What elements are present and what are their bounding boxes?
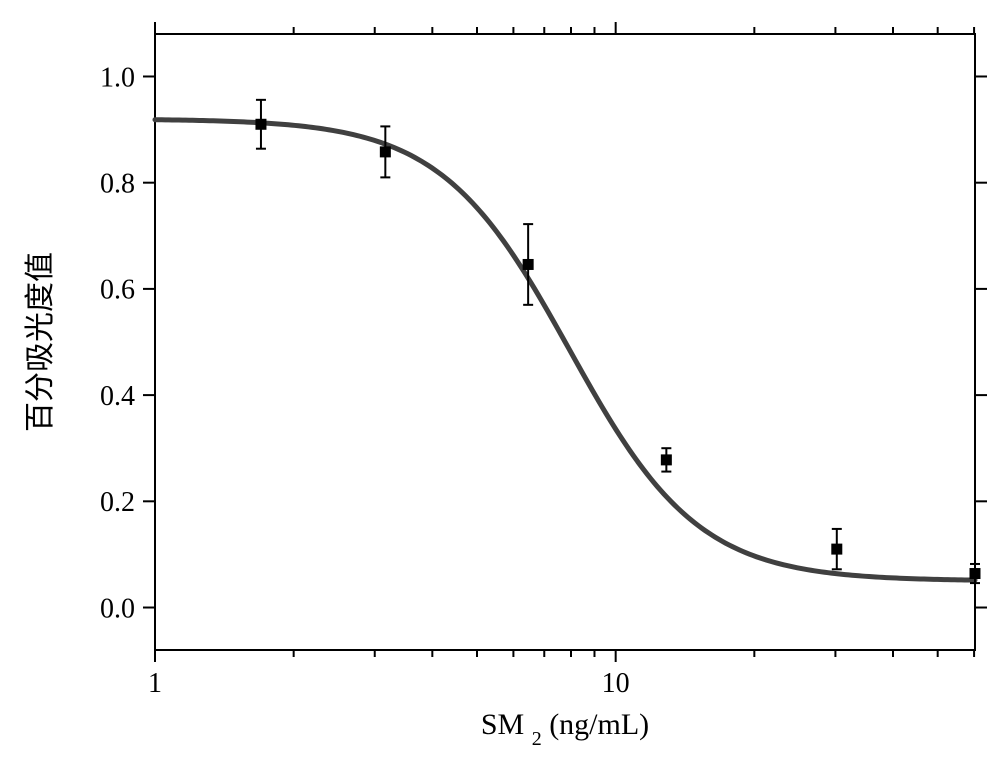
y-tick-label: 0.0 (100, 593, 135, 624)
y-tick-label: 1.0 (100, 62, 135, 93)
data-marker (256, 119, 266, 129)
data-marker (970, 569, 980, 579)
y-tick-label: 0.4 (100, 381, 135, 412)
chart-svg: 1 10 0.0 0.2 0.4 0.6 0.8 1.0 百分吸光度值 SM 2 (ng/mL) (0, 0, 1000, 762)
data-marker (832, 544, 842, 554)
data-marker (523, 259, 533, 269)
x-axis-label: SM 2 (ng/mL) (481, 708, 649, 750)
data-marker (380, 147, 390, 157)
y-tick-label: 0.8 (100, 168, 135, 199)
y-axis-label: 百分吸光度值 (24, 252, 57, 432)
x-tick-label: 10 (602, 668, 630, 699)
data-marker (661, 455, 671, 465)
chart-container: 1 10 0.0 0.2 0.4 0.6 0.8 1.0 百分吸光度值 SM 2 (ng/mL) (0, 0, 1000, 762)
y-tick-label: 0.2 (100, 487, 135, 518)
x-tick-label: 1 (148, 668, 162, 699)
y-tick-label: 0.6 (100, 275, 135, 306)
